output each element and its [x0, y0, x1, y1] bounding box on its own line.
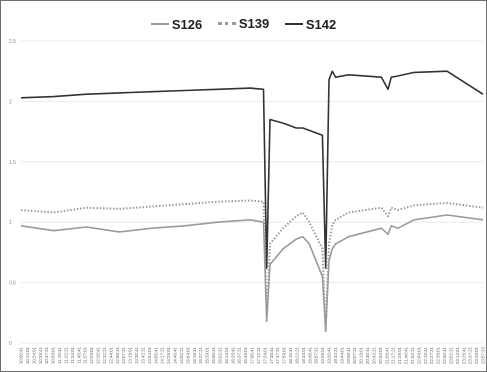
legend-label-s126: S126: [171, 16, 203, 32]
x-tick-label-45: 18:45:41: [307, 346, 312, 364]
x-tick-label-71: 23:49:01: [474, 346, 479, 364]
x-tick-label-1: 10:12:01: [25, 346, 30, 364]
x-tick-label-27: 15:15:41: [192, 346, 197, 364]
x-tick-label-22: 14:17:21: [160, 346, 165, 364]
x-tick-label-35: 16:49:01: [243, 346, 248, 364]
x-tick-label-17: 13:19:01: [128, 346, 133, 364]
series-line-s142: [20, 70, 484, 269]
x-tick-label-23: 14:29:01: [166, 346, 171, 364]
x-tick-label-52: 20:07:21: [352, 346, 357, 364]
x-tick-label-3: 10:35:41: [38, 346, 43, 364]
x-tick-label-7: 11:22:21: [63, 346, 68, 363]
x-tick-label-21: 14:05:41: [153, 346, 158, 364]
x-tick-label-2: 10:24:01: [31, 346, 36, 364]
x-tick-label-32: 16:14:01: [224, 346, 229, 364]
x-tick-label-4: 10:47:21: [44, 346, 49, 364]
x-tick-label-46: 18:57:21: [314, 346, 319, 364]
x-tick-label-15: 12:55:41: [115, 346, 120, 364]
x-tick-label-16: 13:07:21: [121, 346, 126, 364]
y-tick-label-3: 1.5: [9, 160, 16, 166]
x-tick-label-56: 20:54:01: [378, 346, 383, 364]
x-tick-label-66: 22:50:41: [442, 346, 447, 364]
x-tick-label-67: 23:02:21: [448, 346, 453, 364]
x-tick-label-62: 22:04:01: [416, 346, 421, 364]
x-tick-label-8: 11:34:01: [70, 346, 75, 363]
x-tick-label-69: 23:25:41: [461, 346, 466, 364]
legend-item-s142: S142: [284, 16, 337, 32]
x-tick-label-63: 22:15:41: [423, 346, 428, 364]
x-tick-label-41: 17:59:01: [282, 346, 287, 364]
legend-item-s126: S126: [150, 16, 203, 32]
y-tick-label-2: 1: [9, 220, 12, 226]
x-tick-label-9: 11:45:41: [76, 346, 81, 363]
x-tick-label-50: 19:44:01: [339, 346, 344, 364]
x-tick-label-65: 22:39:01: [436, 346, 441, 364]
x-tick-label-47: 19:09:01: [320, 346, 325, 364]
y-axis-ticks: 0 0.5 1 1.5 2 2.5: [9, 39, 16, 347]
x-tick-label-54: 20:30:41: [365, 346, 370, 364]
series-line-s126: [20, 214, 484, 332]
x-tick-label-49: 19:32:21: [333, 346, 338, 364]
legend-label-s142: S142: [305, 16, 337, 32]
y-tick-label-0: 0: [9, 341, 12, 347]
legend-item-s139: S139: [217, 16, 270, 31]
x-tick-label-57: 21:05:41: [384, 346, 389, 364]
x-tick-label-18: 13:30:41: [134, 346, 139, 364]
legend-swatch-s139: [217, 22, 236, 25]
x-tick-label-10: 11:57:01: [83, 346, 88, 363]
x-tick-label-68: 23:14:01: [455, 346, 460, 364]
x-tick-label-48: 19:20:41: [327, 346, 332, 364]
x-tick-label-70: 23:37:21: [468, 346, 473, 364]
series-lines: [20, 70, 484, 332]
x-axis-ticks: 10:00:41 10:12:01 10:24:01 10:35:41 10:47:21…: [19, 346, 486, 364]
x-tick-label-44: 18:34:01: [301, 346, 306, 364]
x-tick-label-61: 21:52:21: [410, 346, 415, 364]
x-tick-label-25: 14:52:21: [179, 346, 184, 364]
x-tick-label-28: 15:27:21: [198, 346, 203, 364]
x-tick-label-55: 20:42:21: [371, 346, 376, 364]
x-tick-label-42: 18:10:41: [288, 346, 293, 364]
x-tick-label-11: 12:09:01: [89, 346, 94, 364]
y-tick-label-1: 0.5: [9, 281, 16, 287]
x-tick-label-51: 19:55:41: [346, 346, 351, 364]
x-tick-label-39: 17:35:41: [269, 346, 274, 364]
x-tick-label-64: 22:27:21: [429, 346, 434, 364]
x-tick-label-72: 23:57:23: [481, 346, 486, 364]
x-tick-label-0: 10:00:41: [19, 346, 24, 364]
x-tick-label-53: 20:19:01: [359, 346, 364, 364]
legend-swatch-s142: [284, 23, 303, 25]
x-tick-label-24: 14:40:41: [173, 346, 178, 364]
x-tick-label-40: 17:47:21: [275, 346, 280, 364]
x-tick-label-5: 10:59:01: [51, 346, 56, 364]
x-tick-label-26: 15:04:01: [185, 346, 190, 364]
x-tick-label-14: 12:44:01: [108, 346, 113, 364]
x-tick-label-37: 17:12:21: [256, 346, 261, 364]
y-tick-label-5: 2.5: [9, 39, 16, 45]
legend-label-s139: S139: [238, 16, 270, 31]
legend-swatch-s126: [150, 23, 169, 25]
x-tick-label-29: 15:39:01: [205, 346, 210, 364]
x-tick-label-34: 16:37:21: [237, 346, 242, 364]
x-tick-label-31: 16:02:21: [217, 346, 222, 364]
x-tick-label-36: 17:00:41: [250, 346, 255, 364]
x-tick-label-38: 17:24:01: [262, 346, 267, 364]
x-tick-label-20: 13:54:01: [147, 346, 152, 364]
chart-legend: S126 S139 S142: [1, 13, 486, 32]
x-tick-label-60: 21:40:41: [404, 346, 409, 364]
x-tick-label-43: 18:22:21: [294, 346, 299, 364]
x-tick-label-6: 11:10:41: [57, 346, 62, 363]
gridlines: [21, 40, 483, 344]
x-tick-label-59: 21:29:01: [397, 346, 402, 364]
y-tick-label-4: 2: [9, 99, 12, 105]
x-tick-label-30: 15:50:41: [211, 346, 216, 364]
x-tick-label-58: 21:17:21: [391, 346, 396, 364]
x-tick-label-12: 12:20:41: [96, 346, 101, 364]
x-tick-label-33: 16:25:41: [230, 346, 235, 364]
x-tick-label-19: 13:42:21: [140, 346, 145, 364]
x-tick-label-13: 12:32:21: [102, 346, 107, 364]
